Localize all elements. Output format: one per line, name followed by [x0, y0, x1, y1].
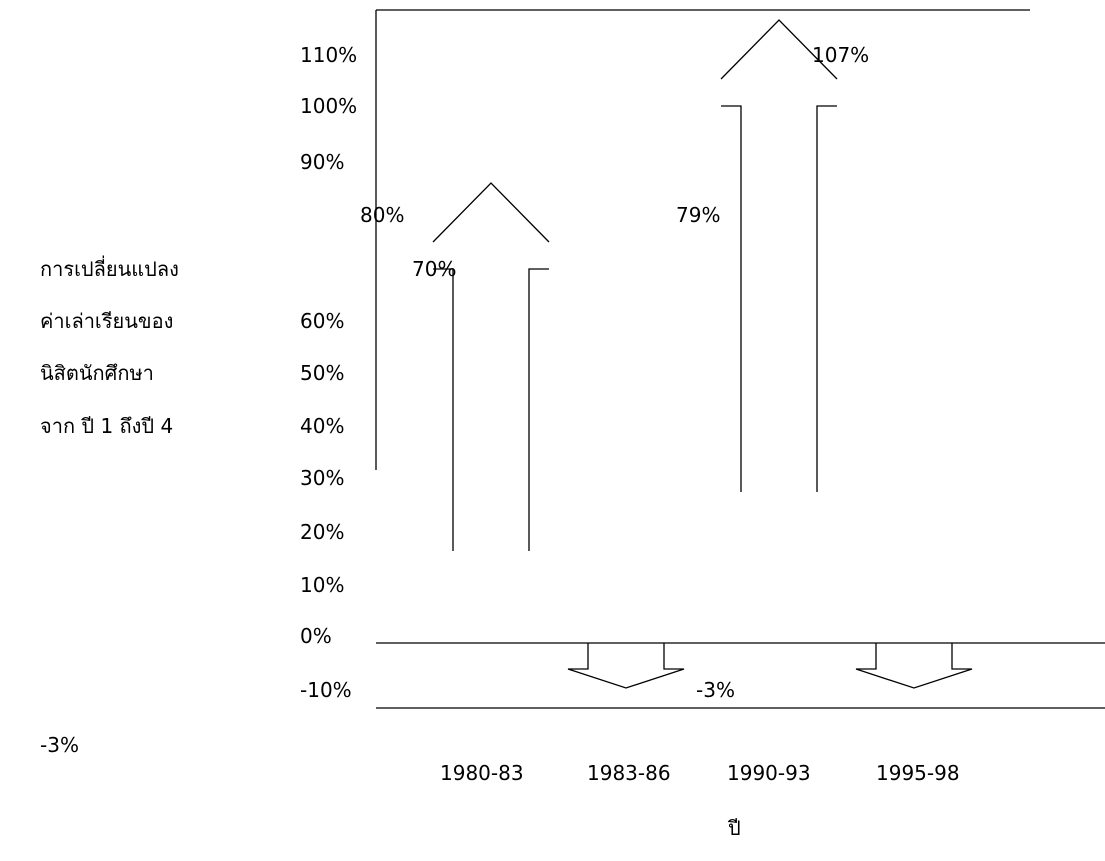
- y-axis-title-line: นิสิตนักศึกษา: [40, 361, 154, 385]
- y-tick-label: 100%: [300, 94, 357, 118]
- value-label: 107%: [812, 43, 869, 67]
- x-tick-label: 1983-86: [587, 761, 671, 785]
- y-tick-label: -10%: [300, 678, 352, 702]
- x-tick-label: 1990-93: [727, 761, 811, 785]
- y-tick-label: 20%: [300, 520, 344, 544]
- value-label: 80%: [360, 203, 404, 227]
- y-tick-label: 110%: [300, 43, 357, 67]
- y-tick-label: 10%: [300, 573, 344, 597]
- y-tick-label: 60%: [300, 309, 344, 333]
- stray-label: 79%: [676, 203, 720, 227]
- y-tick-label: 50%: [300, 361, 344, 385]
- arrow-down: [567, 643, 685, 689]
- y-tick-label: 40%: [300, 414, 344, 438]
- y-tick-label: 0%: [300, 624, 332, 648]
- y-axis-title-line: การเปลี่ยนแปลง: [40, 255, 179, 281]
- x-tick-label: 1980-83: [440, 761, 524, 785]
- arrow-down: [855, 643, 973, 689]
- arrow-shaft-left: [433, 268, 454, 551]
- y-tick-label: 90%: [300, 150, 344, 174]
- arrow-marks: [432, 19, 973, 689]
- x-axis-title: ปี: [728, 816, 741, 840]
- arrow-shaft-right: [528, 268, 549, 551]
- arrow-head-up: [720, 19, 838, 80]
- y-axis-title-line: ค่าเล่าเรียนของ: [40, 309, 173, 333]
- arrow-shaft-right: [816, 105, 837, 492]
- x-tick-label: 1995-98: [876, 761, 960, 785]
- arrow-shaft-left: [721, 105, 742, 492]
- value-label: -3%: [696, 678, 735, 702]
- stray-label: -3%: [40, 733, 79, 757]
- arrow-head-up: [432, 182, 550, 243]
- y-tick-label: 30%: [300, 466, 344, 490]
- y-axis-title-line: จาก ปี 1 ถึงปี 4: [40, 414, 173, 438]
